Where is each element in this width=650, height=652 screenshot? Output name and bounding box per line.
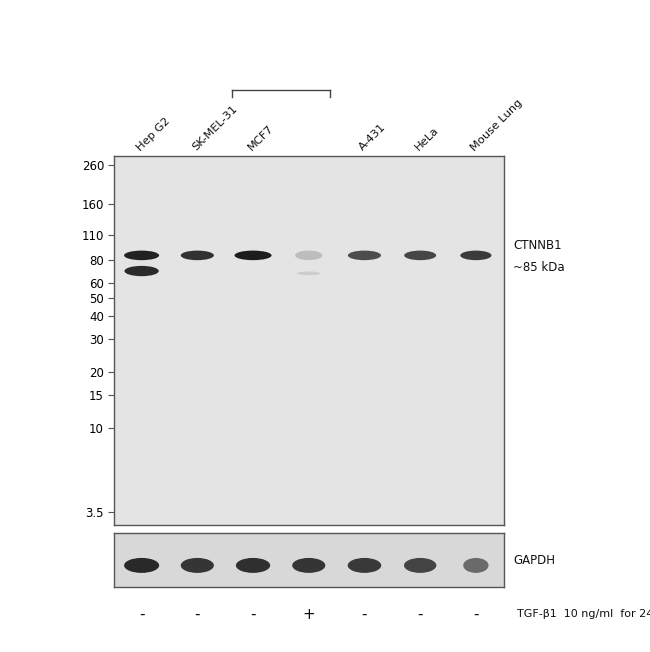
Ellipse shape: [181, 558, 214, 573]
Text: HeLa: HeLa: [413, 125, 441, 153]
Text: Hep G2: Hep G2: [135, 116, 172, 153]
Ellipse shape: [295, 250, 322, 260]
Ellipse shape: [124, 266, 159, 276]
Ellipse shape: [463, 558, 489, 573]
Ellipse shape: [124, 558, 159, 573]
Ellipse shape: [348, 558, 382, 573]
Text: -: -: [417, 606, 423, 622]
Ellipse shape: [236, 558, 270, 573]
Text: GAPDH: GAPDH: [514, 554, 556, 567]
Ellipse shape: [235, 250, 272, 260]
Text: MCF7: MCF7: [246, 123, 276, 153]
Text: ~85 kDa: ~85 kDa: [514, 261, 565, 274]
Ellipse shape: [181, 250, 214, 260]
Text: -: -: [361, 606, 367, 622]
Text: Mouse Lung: Mouse Lung: [469, 97, 525, 153]
Text: -: -: [250, 606, 256, 622]
Ellipse shape: [404, 250, 436, 260]
Text: -: -: [473, 606, 478, 622]
Text: -: -: [139, 606, 144, 622]
Text: SK-MEL-31: SK-MEL-31: [190, 104, 239, 153]
Text: TGF-β1  10 ng/ml  for 24 hr: TGF-β1 10 ng/ml for 24 hr: [517, 609, 650, 619]
Text: A-431: A-431: [358, 122, 388, 153]
Ellipse shape: [292, 558, 325, 573]
Ellipse shape: [297, 271, 320, 275]
Text: CTNNB1: CTNNB1: [514, 239, 562, 252]
Ellipse shape: [404, 558, 436, 573]
Ellipse shape: [460, 250, 491, 260]
Text: +: +: [302, 606, 315, 622]
Text: -: -: [194, 606, 200, 622]
Ellipse shape: [348, 250, 381, 260]
Ellipse shape: [124, 250, 159, 260]
